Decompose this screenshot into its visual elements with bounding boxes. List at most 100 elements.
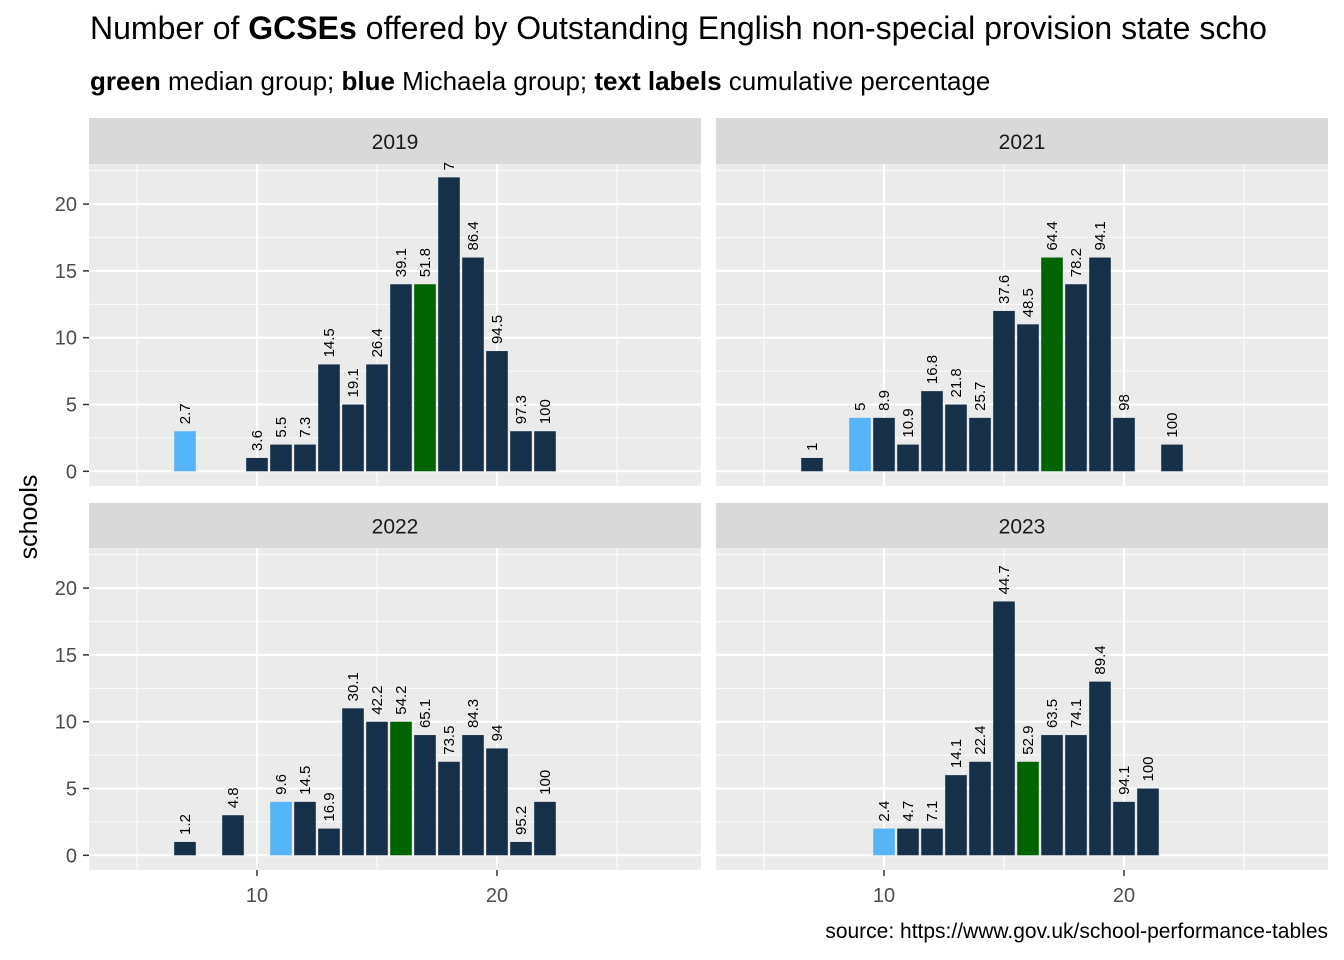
bar <box>849 417 871 472</box>
bar <box>318 828 340 856</box>
bar-value-label: 2.4 <box>876 801 893 822</box>
x-tick-label: 10 <box>873 885 895 907</box>
subtitle-part: cumulative percentage <box>721 66 991 96</box>
bar-value-label: 52.9 <box>1020 726 1037 755</box>
subtitle-part: green <box>90 66 161 96</box>
bar <box>486 748 508 856</box>
bar-value-label: 100 <box>1164 413 1181 438</box>
bar <box>414 735 436 856</box>
subtitle-part: blue <box>341 66 395 96</box>
bar <box>462 257 484 472</box>
bar <box>1017 761 1039 856</box>
bar <box>174 841 196 856</box>
bar <box>897 828 919 856</box>
facet-strip-label: 2023 <box>999 516 1046 539</box>
bar-value-label: 65.1 <box>417 699 434 728</box>
bar <box>1065 284 1087 472</box>
facet-strip <box>89 118 701 164</box>
bar <box>993 601 1015 856</box>
y-tick-label: 15 <box>55 261 77 283</box>
subtitle-part: median group; <box>160 66 342 96</box>
bar-value-label: 86.4 <box>465 221 482 250</box>
bar <box>534 801 556 856</box>
bar <box>366 364 388 472</box>
bar-value-label: 14.5 <box>321 328 338 357</box>
bar <box>1041 735 1063 856</box>
bar-value-label: 16.8 <box>924 355 941 384</box>
bar <box>1041 257 1063 472</box>
y-tick-label: 10 <box>55 328 77 350</box>
subtitle-part: text labels <box>594 66 722 96</box>
bar <box>1113 801 1135 856</box>
bar-value-label: 7 <box>441 162 458 170</box>
bar <box>1113 417 1135 472</box>
bar-value-label: 94.1 <box>1116 766 1133 795</box>
bar <box>174 431 196 472</box>
bar-value-label: 8.9 <box>876 390 893 411</box>
bar <box>270 801 292 856</box>
bar-value-label: 25.7 <box>972 382 989 411</box>
facet-strip <box>716 503 1328 548</box>
bar-value-label: 94 <box>489 725 506 742</box>
y-tick-label: 5 <box>66 394 77 416</box>
bar <box>342 708 364 856</box>
bar-value-label: 21.8 <box>948 368 965 397</box>
title-part: Number of <box>90 10 249 46</box>
bar <box>294 801 316 856</box>
bar-value-label: 3.6 <box>249 430 266 451</box>
bar-value-label: 26.4 <box>369 328 386 357</box>
bar <box>1137 788 1159 856</box>
bar <box>366 721 388 856</box>
facet-strip-label: 2022 <box>372 516 419 539</box>
bar-value-label: 39.1 <box>393 248 410 277</box>
bar <box>294 444 316 472</box>
bar <box>510 431 532 472</box>
bar-value-label: 30.1 <box>345 672 362 701</box>
bar-value-label: 5 <box>852 403 869 411</box>
bar <box>873 828 895 856</box>
y-tick-label: 20 <box>55 194 77 216</box>
bar-value-label: 78.2 <box>1068 248 1085 277</box>
bar-value-label: 51.8 <box>417 248 434 277</box>
bar <box>222 815 244 856</box>
y-axis-label: schools <box>15 475 43 560</box>
bar <box>438 761 460 856</box>
bar-value-label: 89.4 <box>1092 645 1109 674</box>
bar-value-label: 10.9 <box>900 408 917 437</box>
facet-strip-label: 2019 <box>372 131 419 154</box>
x-tick-label: 10 <box>246 885 268 907</box>
y-tick-label: 20 <box>55 578 77 600</box>
bar-value-label: 54.2 <box>393 685 410 714</box>
bar <box>342 404 364 472</box>
bar <box>438 177 460 472</box>
title-part: offered by Outstanding English non-speci… <box>356 10 1267 46</box>
facet-strip-label: 2021 <box>999 131 1046 154</box>
bar-value-label: 14.1 <box>948 739 965 768</box>
bar <box>414 284 436 472</box>
bar-value-label: 97.3 <box>513 395 530 424</box>
bar-value-label: 4.8 <box>225 787 242 808</box>
bar <box>897 444 919 472</box>
bar <box>246 457 268 472</box>
bar <box>1161 444 1183 472</box>
bar <box>534 431 556 472</box>
bar <box>921 391 943 472</box>
bar <box>969 417 991 472</box>
bar-value-label: 63.5 <box>1044 699 1061 728</box>
bar-value-label: 100 <box>537 770 554 795</box>
bar-value-label: 19.1 <box>345 368 362 397</box>
chart-subtitle: green median group; blue Michaela group;… <box>90 66 990 97</box>
title-part: GCSEs <box>248 10 357 46</box>
bar <box>390 721 412 856</box>
bar <box>1017 324 1039 472</box>
bar-value-label: 84.3 <box>465 699 482 728</box>
bar-value-label: 100 <box>1140 756 1157 781</box>
bar-value-label: 95.2 <box>513 806 530 835</box>
bar <box>1065 735 1087 856</box>
y-tick-label: 10 <box>55 712 77 734</box>
facet-strip <box>89 503 701 548</box>
bar-value-label: 73.5 <box>441 726 458 755</box>
bar-value-label: 1.2 <box>177 814 194 835</box>
bar-value-label: 74.1 <box>1068 699 1085 728</box>
